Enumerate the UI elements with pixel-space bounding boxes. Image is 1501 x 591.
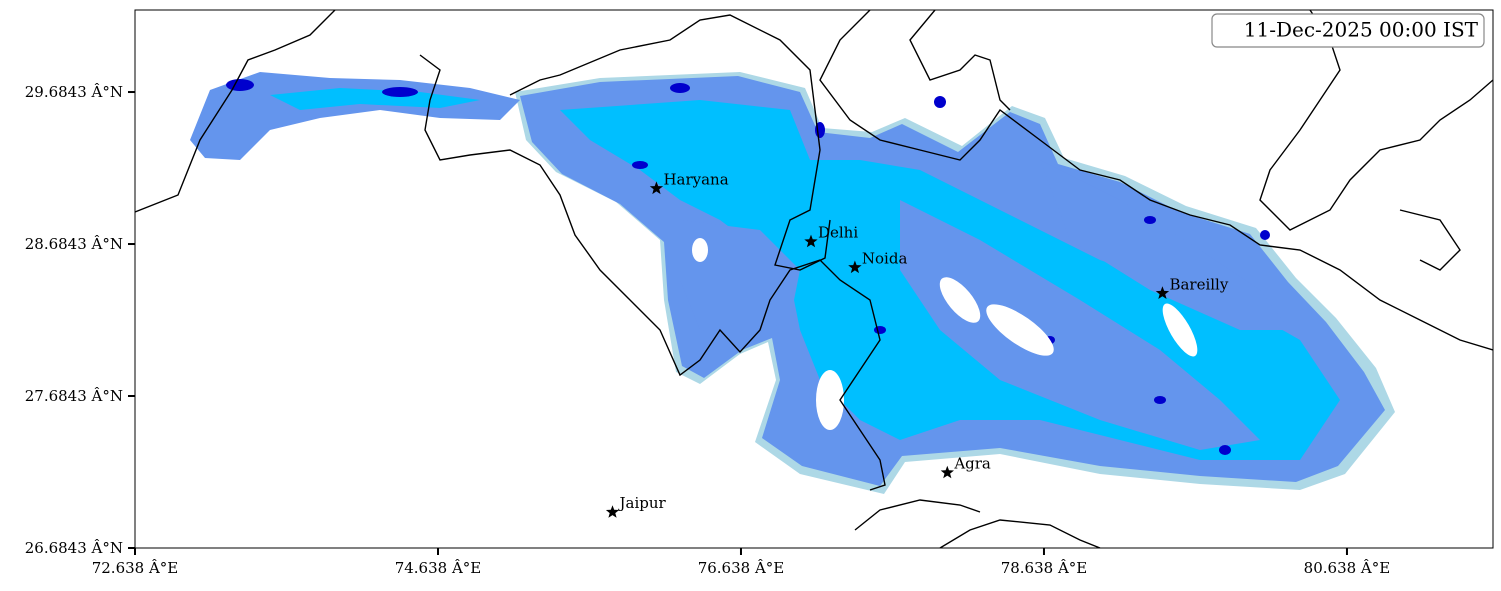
x-tick-label: 78.638 Â°E (1001, 559, 1088, 577)
plot-frame (134, 9, 1494, 549)
y-tick-label: 28.6843 Â°N (25, 235, 123, 253)
city-marker (804, 234, 818, 248)
x-tick-label: 80.638 Â°E (1304, 559, 1391, 577)
fog-mid (680, 160, 1290, 450)
fog-dense (226, 79, 1270, 455)
fog-mid (190, 72, 520, 160)
city-marker (940, 465, 954, 479)
border (909, 10, 1011, 111)
border (509, 14, 831, 271)
city-label: Jaipur (618, 494, 667, 512)
border (419, 54, 886, 491)
border (819, 10, 1493, 351)
city-label: Noida (862, 249, 908, 267)
city-marker (605, 505, 620, 518)
y-tick-label: 29.6843 Â°N (25, 83, 123, 101)
y-tick-label: 27.6843 Â°N (25, 387, 123, 405)
city-marker (848, 260, 862, 274)
annotation-box (1211, 13, 1485, 48)
city-label: Delhi (818, 224, 858, 242)
y-tick-label: 26.6843 Â°N (25, 539, 123, 557)
border (854, 499, 1101, 548)
city-label: Agra (953, 455, 991, 473)
x-tick-label: 76.638 Â°E (698, 559, 785, 577)
border (1259, 10, 1493, 271)
timestamp: 11-Dec-2025 00:00 IST (1244, 18, 1479, 42)
fog-gap (692, 238, 1198, 430)
city-label: Haryana (663, 170, 728, 188)
city-marker (649, 181, 664, 195)
border (135, 10, 336, 213)
x-tick-label: 74.638 Â°E (395, 559, 482, 577)
city-label: Bareilly (1169, 275, 1228, 293)
city-marker (1155, 286, 1170, 299)
x-tick-label: 72.638 Â°E (92, 559, 179, 577)
fog-field (135, 10, 1493, 548)
data-layer: 72.638 Â°E 74.638 Â°E 76.638 Â°E 78.638 Â°E… (25, 83, 1390, 577)
fog-deep (270, 88, 480, 110)
